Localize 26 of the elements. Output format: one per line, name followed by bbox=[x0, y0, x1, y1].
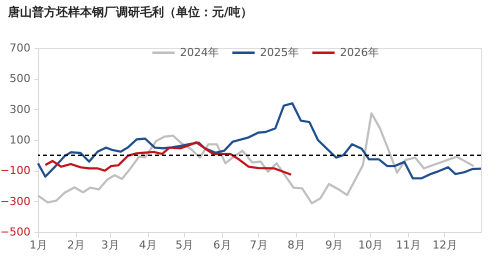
legend-label: 2025年 bbox=[260, 46, 299, 59]
x-tick-label: 1月 bbox=[30, 238, 48, 252]
x-tick-label: 3月 bbox=[101, 238, 120, 252]
legend-label: 2024年 bbox=[180, 46, 219, 59]
x-tick-label: 8月 bbox=[288, 238, 306, 252]
y-tick-label: −500 bbox=[0, 226, 30, 238]
legend-label: 2026年 bbox=[340, 46, 379, 59]
x-tick-label: 10月 bbox=[358, 238, 384, 252]
x-tick-label: 12月 bbox=[432, 238, 458, 252]
line-series bbox=[36, 102, 482, 180]
y-tick-label: −300 bbox=[0, 194, 30, 208]
x-tick-label: 2月 bbox=[67, 238, 86, 252]
y-tick-label: 100 bbox=[10, 134, 30, 146]
line-series bbox=[44, 141, 292, 176]
y-tick-label: −100 bbox=[0, 164, 30, 178]
y-tick-label: 500 bbox=[10, 72, 30, 86]
x-tick-label: 11月 bbox=[396, 238, 421, 252]
x-tick-label: 5月 bbox=[176, 238, 194, 252]
line-series bbox=[36, 112, 475, 204]
y-tick-label: 300 bbox=[10, 102, 30, 116]
x-tick-label: 4月 bbox=[139, 238, 158, 252]
x-tick-label: 6月 bbox=[213, 238, 232, 252]
y-tick-label: 700 bbox=[10, 42, 30, 54]
chart-title: 唐山普方坯样本钢厂调研毛利（单位：元/吨） bbox=[7, 5, 252, 19]
x-tick-label: 7月 bbox=[250, 238, 268, 252]
x-tick-label: 9月 bbox=[325, 238, 344, 252]
